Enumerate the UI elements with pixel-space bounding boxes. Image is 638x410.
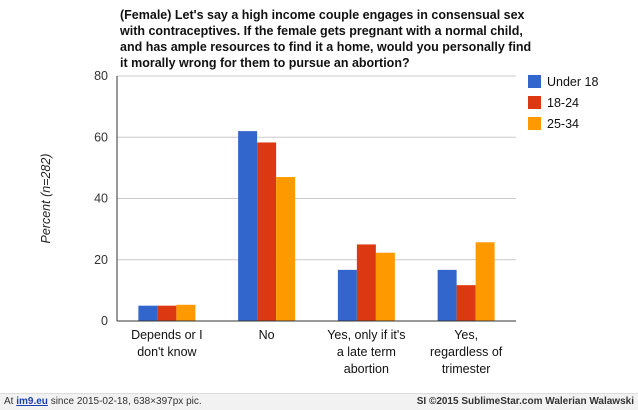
legend: Under 18 18-24 25-34 [528, 75, 598, 131]
bar-under-18 [437, 269, 457, 321]
chart-title-line: with contraceptives. If the female gets … [119, 24, 523, 38]
footer-credit: SI ©2015 SublimeStar.com Walerian Walaws… [416, 396, 634, 407]
axes [116, 76, 516, 322]
legend-swatch [528, 75, 541, 88]
legend-swatch [528, 96, 541, 109]
category-labels: Depends or I don't know No Yes, only if it'… [131, 328, 503, 376]
footer-left: At im9.eu since 2015-02-18, 638×397px pi… [4, 396, 202, 407]
y-tick-label: 20 [94, 253, 108, 267]
legend-label: 18-24 [547, 96, 579, 110]
footer-site-link[interactable]: im9.eu [16, 396, 48, 407]
chart-title: (Female) Let's say a high income couple … [119, 8, 531, 70]
bar-18-24 [356, 244, 376, 321]
category-label: Yes, [454, 328, 478, 342]
category-label: regardless of [430, 345, 503, 359]
image-host-footer: At im9.eu since 2015-02-18, 638×397px pi… [0, 393, 638, 410]
chart-title-line: and has ample resources to find it a hom… [120, 40, 531, 54]
y-tick-label: 60 [94, 130, 108, 144]
category-label: trimester [442, 362, 491, 376]
bar-under-18 [238, 131, 258, 321]
category-label: Depends or I [131, 328, 203, 342]
bar-18-24 [157, 305, 177, 321]
chart-title-line: it morally wrong for them to pursue an a… [120, 56, 410, 70]
bar-25-34 [176, 304, 196, 321]
legend-label: 25-34 [547, 117, 579, 131]
bar-18-24 [257, 142, 277, 321]
footer-prefix: At [4, 396, 14, 407]
category-label: abortion [344, 362, 389, 376]
bars [138, 131, 495, 321]
footer-suffix: since 2015-02-18, 638×397px pic. [50, 396, 202, 407]
y-axis-label: Percent (n=282) [39, 154, 53, 244]
bar-18-24 [456, 285, 476, 321]
y-tick-labels: 0 20 40 60 80 [94, 69, 108, 328]
y-tick-label: 80 [94, 69, 108, 83]
bar-under-18 [337, 269, 357, 321]
legend-label: Under 18 [547, 75, 598, 89]
category-label: No [259, 328, 275, 342]
bar-chart: (Female) Let's say a high income couple … [39, 8, 598, 376]
y-tick-label: 40 [94, 192, 108, 206]
bar-25-34 [375, 252, 395, 321]
legend-swatch [528, 117, 541, 130]
bar-25-34 [276, 177, 296, 321]
bar-25-34 [475, 242, 495, 321]
bar-under-18 [138, 305, 158, 321]
category-label: a late term [337, 345, 396, 359]
category-label: Yes, only if it's [327, 328, 405, 342]
category-label: don't know [137, 345, 197, 359]
chart-title-line: (Female) Let's say a high income couple … [120, 8, 525, 22]
y-tick-label: 0 [101, 314, 108, 328]
